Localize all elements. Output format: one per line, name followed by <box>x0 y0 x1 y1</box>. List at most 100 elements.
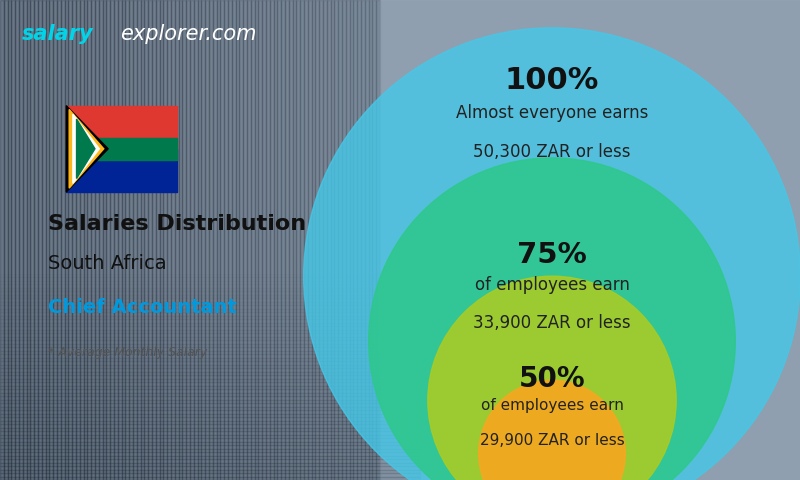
Bar <box>278 0 282 480</box>
Bar <box>133 0 137 480</box>
Bar <box>0 438 420 442</box>
Bar <box>72 0 76 480</box>
Bar <box>0 403 420 407</box>
Bar <box>0 473 420 477</box>
Bar <box>0 385 420 389</box>
Bar <box>11 0 15 480</box>
Bar <box>42 0 46 480</box>
Bar <box>163 0 167 480</box>
Bar <box>372 0 376 480</box>
Bar <box>66 149 177 192</box>
Bar <box>319 0 323 480</box>
Bar <box>0 424 420 428</box>
Bar <box>0 399 420 403</box>
Bar <box>0 270 420 274</box>
Bar <box>186 0 190 480</box>
Bar <box>8 0 11 480</box>
Text: Chief Accountant: Chief Accountant <box>48 298 237 317</box>
Bar <box>38 0 42 480</box>
Bar <box>0 309 420 312</box>
Bar <box>194 0 198 480</box>
Bar <box>342 0 346 480</box>
Bar <box>346 0 350 480</box>
Bar <box>4 0 8 480</box>
Bar <box>106 0 110 480</box>
Bar <box>50 0 53 480</box>
Bar <box>293 0 296 480</box>
Bar <box>0 312 420 315</box>
Bar <box>22 0 26 480</box>
Bar <box>152 0 156 480</box>
Bar <box>160 0 163 480</box>
Bar <box>76 0 80 480</box>
Bar <box>145 0 148 480</box>
Bar <box>365 0 369 480</box>
Bar <box>0 298 420 301</box>
Bar <box>304 0 308 480</box>
Text: 50%: 50% <box>518 365 586 393</box>
Bar <box>0 452 420 456</box>
Bar <box>0 410 420 413</box>
Bar <box>0 448 420 452</box>
Bar <box>0 463 420 466</box>
Bar <box>182 0 186 480</box>
Bar <box>0 336 420 340</box>
Circle shape <box>369 158 735 480</box>
Bar <box>148 0 152 480</box>
Bar <box>102 0 106 480</box>
Polygon shape <box>77 119 95 179</box>
Bar <box>174 0 178 480</box>
Bar <box>376 0 380 480</box>
Bar <box>19 0 22 480</box>
Bar <box>53 0 57 480</box>
Bar <box>0 274 420 277</box>
Bar <box>0 340 420 344</box>
Bar <box>0 354 420 358</box>
Bar <box>167 0 171 480</box>
Bar <box>0 288 420 291</box>
Bar <box>80 0 83 480</box>
Bar <box>68 0 72 480</box>
Bar <box>327 0 330 480</box>
Bar <box>0 396 420 399</box>
Text: 33,900 ZAR or less: 33,900 ZAR or less <box>473 314 631 332</box>
Bar <box>137 0 141 480</box>
Bar <box>0 295 420 298</box>
Bar <box>357 0 361 480</box>
Bar <box>380 0 800 480</box>
Bar <box>0 347 420 350</box>
Bar <box>198 0 202 480</box>
Bar <box>338 0 342 480</box>
Bar <box>0 469 420 473</box>
Bar <box>239 0 243 480</box>
Bar <box>308 0 312 480</box>
Bar <box>0 393 420 396</box>
Bar <box>87 0 91 480</box>
Bar <box>315 0 319 480</box>
Bar <box>0 413 420 417</box>
Circle shape <box>478 380 626 480</box>
Bar <box>0 315 420 319</box>
Bar <box>0 456 420 459</box>
Text: 50,300 ZAR or less: 50,300 ZAR or less <box>474 143 630 160</box>
Bar <box>0 358 420 361</box>
Bar <box>0 350 420 354</box>
Bar <box>202 0 205 480</box>
Bar <box>95 0 99 480</box>
Bar <box>57 0 61 480</box>
Bar <box>369 0 372 480</box>
Bar <box>0 277 420 280</box>
Bar <box>0 434 420 438</box>
Bar <box>323 0 327 480</box>
Bar <box>282 0 285 480</box>
Bar <box>251 0 254 480</box>
Bar <box>258 0 262 480</box>
Bar <box>0 305 420 309</box>
Text: South Africa: South Africa <box>48 254 166 274</box>
Polygon shape <box>66 106 108 192</box>
Bar <box>0 323 420 326</box>
Bar <box>0 445 420 448</box>
Bar <box>0 361 420 364</box>
Bar <box>228 0 232 480</box>
Bar <box>350 0 354 480</box>
